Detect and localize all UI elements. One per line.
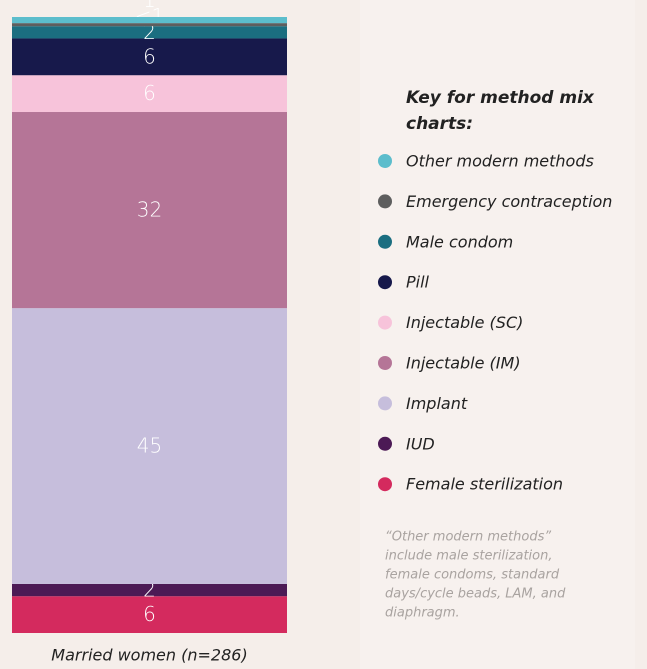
note: “Other modern methods” (385, 530, 551, 545)
segment-label: 1 (143, 0, 156, 12)
note: days/cycle beads, LAM, and (385, 587, 566, 602)
segment-label: 6 (143, 81, 156, 105)
bar-segment (12, 308, 287, 584)
legend-title: Key for method mix charts: (406, 88, 595, 134)
note: female condoms, standard (385, 568, 560, 583)
legend-marker (378, 436, 392, 451)
note: diaphragm. (385, 606, 460, 621)
bar-segment (12, 17, 287, 24)
legend-label: Emergency contraception (406, 192, 612, 211)
legend-marker (378, 396, 392, 411)
bar-segment (12, 583, 287, 597)
legend-label: Pill (406, 273, 430, 292)
category-label: Married women (n=286) (51, 646, 247, 665)
bar-segment (12, 23, 287, 27)
legend-marker (378, 477, 392, 492)
legend-label: Male condom (406, 232, 513, 251)
legend-label: Female sterilization (406, 475, 563, 494)
legend-marker (378, 356, 392, 370)
legend-marker (378, 275, 392, 290)
legend-label: Implant (406, 394, 468, 413)
bar-segment (12, 112, 287, 309)
bar-segment (12, 75, 287, 113)
segment-label: 32 (137, 198, 162, 222)
legend-label: Other modern methods (406, 152, 594, 171)
bar-segment (12, 26, 287, 39)
bar-segment (12, 596, 287, 633)
segment-label: 6 (143, 44, 156, 68)
legend-marker (378, 154, 392, 168)
segment-label: 6 (143, 602, 156, 626)
legend-marker (378, 315, 392, 330)
legend-marker (378, 194, 392, 209)
legend-label: Injectable (IM) (406, 354, 521, 373)
segment-label: 45 (137, 434, 162, 458)
legend-panel (360, 0, 635, 669)
segment-label: <1 (135, 4, 164, 28)
bar-segment (12, 38, 287, 76)
legend-label: Injectable (SC) (406, 313, 523, 332)
note: include male sterilization, (385, 549, 552, 564)
legend-marker (378, 234, 392, 249)
legend-label: IUD (406, 434, 435, 453)
